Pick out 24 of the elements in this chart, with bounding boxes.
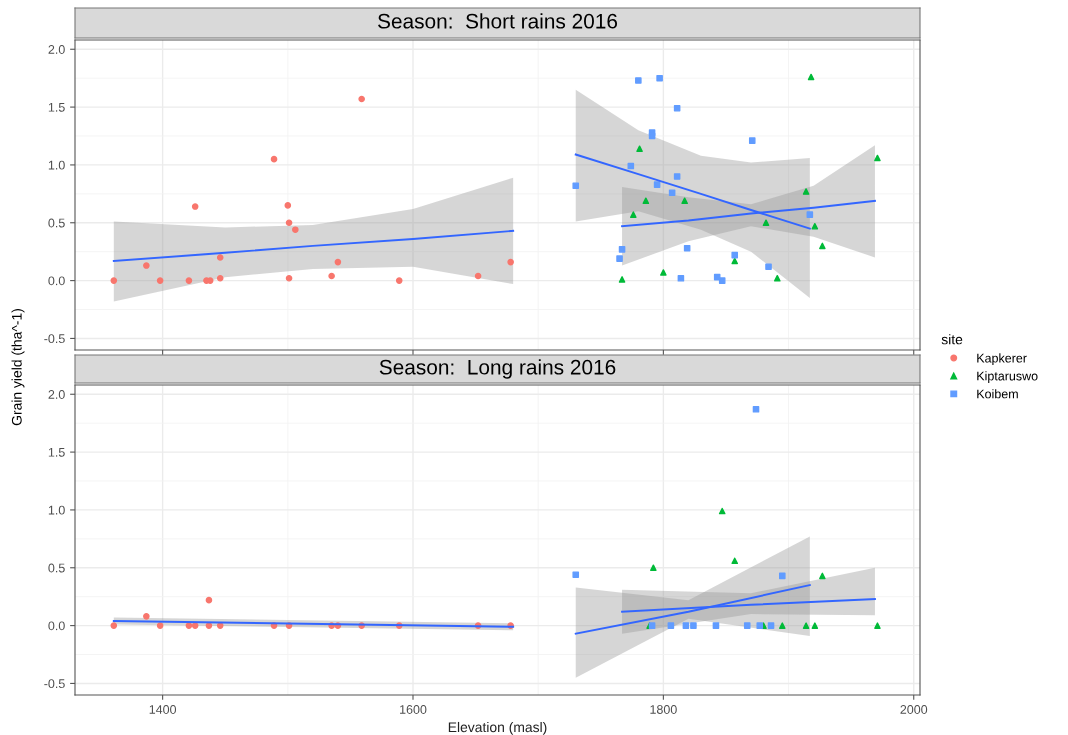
y-axis-title: Grain yield (tha^-1) xyxy=(11,309,25,426)
x-tick-label: 1600 xyxy=(400,705,427,714)
legend-label: Kiptaruswo xyxy=(977,371,1038,383)
x-tick-label: 1400 xyxy=(149,705,177,714)
y-tick-label: 1.5 xyxy=(48,103,65,112)
legend-label: Koibem xyxy=(977,389,1018,399)
y-tick-label: 1.5 xyxy=(48,448,65,457)
y-tick-label: 1.0 xyxy=(48,160,65,170)
legend-title: site xyxy=(941,334,963,345)
x-tick-label: 2000 xyxy=(900,705,928,714)
y-tick-label: 0.5 xyxy=(48,218,65,228)
legend-label: Kapkerer xyxy=(977,353,1027,366)
y-tick-label: 0.5 xyxy=(48,563,65,573)
y-tick-label: 0.0 xyxy=(48,621,65,631)
y-tick-label: 2.0 xyxy=(48,45,65,54)
chart-title: Season: Long rains 2016 xyxy=(379,359,616,379)
x-tick-label: 1800 xyxy=(650,705,677,714)
y-tick-label: -0.5 xyxy=(44,334,65,344)
x-axis-title: Elevation (masl) xyxy=(448,721,547,735)
chart-title: Season: Short rains 2016 xyxy=(378,13,618,29)
y-tick-label: 0.0 xyxy=(48,276,65,286)
y-tick-label: 2.0 xyxy=(48,390,65,399)
y-tick-label: -0.5 xyxy=(44,679,65,689)
y-tick-label: 1.0 xyxy=(48,505,65,515)
